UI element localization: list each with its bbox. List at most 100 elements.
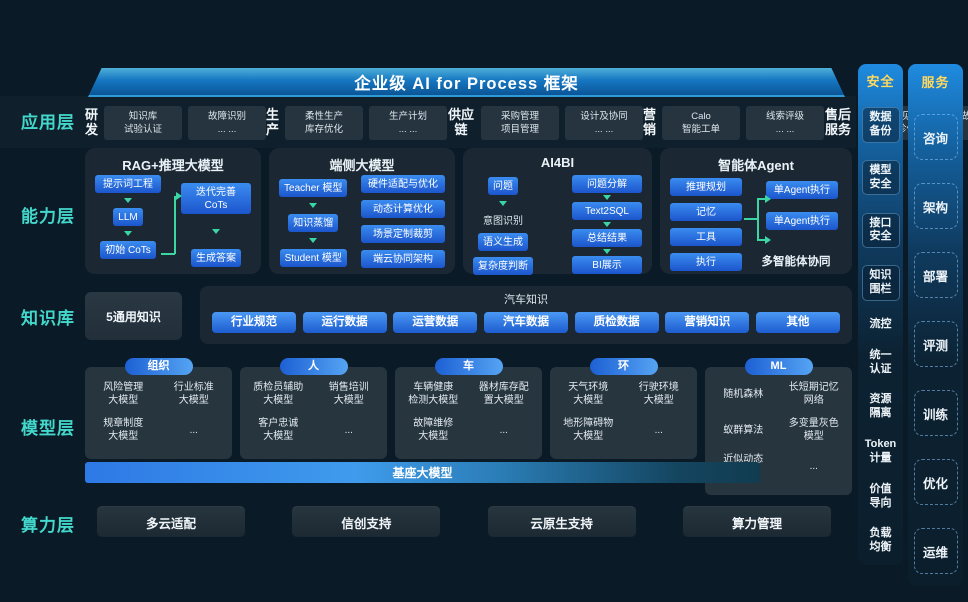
- model-item-line: 大模型: [263, 395, 294, 406]
- app-scenario-card: 生产计划 ... ...: [369, 105, 448, 141]
- list-item-button[interactable]: 单Agent执行: [766, 212, 838, 230]
- security-item: Token计量: [864, 438, 897, 464]
- model-item-line: ...: [654, 424, 663, 436]
- app-card-line: 项目管理: [501, 124, 540, 135]
- flow-step-button[interactable]: 复杂度判断: [473, 257, 534, 275]
- model-item-line: ...: [809, 460, 818, 472]
- model-group: 车车辆健康 检测大模型 器材库存配 置大模型 故障维修 大模型...: [395, 358, 542, 495]
- app-card-line: ... ...: [217, 124, 237, 135]
- flow-step-button[interactable]: 提示词工程: [95, 175, 161, 193]
- arrow-right-icon: [765, 195, 772, 203]
- model-item-line: 大模型: [263, 431, 294, 442]
- flow-step-button[interactable]: 生成答案: [191, 249, 242, 267]
- flow-step-button[interactable]: 总结结果: [572, 229, 643, 247]
- arrow-down-icon: [124, 198, 132, 203]
- model-item: 多变量灰色 模型: [779, 417, 850, 443]
- knowledge-button[interactable]: 质检数据: [574, 312, 659, 333]
- base-model-bar: 基座大模型: [85, 462, 760, 483]
- capability-column: 硬件适配与优化 动态计算优化 场景定制裁剪 端云协同架构: [361, 175, 446, 268]
- flow-step-button[interactable]: BI展示: [572, 256, 643, 274]
- general-knowledge-box: 5通用知识: [85, 292, 182, 340]
- model-group-box: 天气环境 大模型 行驶环境 大模型 地形障碍物 大模型...: [550, 367, 697, 459]
- list-item-button[interactable]: 执行: [670, 253, 743, 271]
- capability-column: 问题 意图识别 语义生成 复杂度判断: [473, 175, 534, 275]
- flow-step-button[interactable]: 初始 CoTs: [100, 241, 156, 259]
- model-item-line: 大模型: [178, 395, 209, 406]
- arrow-down-icon: [212, 229, 221, 234]
- service-item: 训练: [913, 390, 958, 436]
- model-item-line: ...: [344, 424, 353, 436]
- model-grid: 质检员辅助 大模型 销售培训 大模型 客户忠诚 大模型...: [240, 367, 387, 449]
- model-item-line: 随机森林: [723, 388, 764, 400]
- model-item-line: 行驶环境: [638, 382, 679, 393]
- model-group-pill: ML: [744, 358, 813, 375]
- list-item-button[interactable]: 端云协同架构: [361, 250, 446, 268]
- app-card-line: 线索评级: [766, 110, 805, 122]
- capability-box-title: AI4BI: [540, 155, 575, 170]
- app-card-line: 生产计划: [389, 110, 428, 122]
- knowledge-button[interactable]: 汽车数据: [483, 312, 568, 333]
- model-item: 随机森林: [708, 388, 779, 401]
- list-item-button[interactable]: 工具: [670, 228, 743, 246]
- app-group-label: 生产: [266, 107, 280, 137]
- app-group-label: 研发: [85, 107, 99, 137]
- flow-step-button[interactable]: Student 模型: [279, 249, 347, 267]
- knowledge-button[interactable]: 其他: [755, 312, 840, 333]
- flow-step-button[interactable]: 迭代完善CoTs: [181, 183, 252, 214]
- model-group-box: 风险管理 大模型 行业标准 大模型 规章制度 大模型...: [85, 367, 232, 459]
- model-layer-row: 组织 风险管理 大模型 行业标准 大模型 规章制度 大模型... 人质检员辅助 大模型 销售培训大…: [85, 358, 852, 495]
- list-item-button[interactable]: 推理规划: [670, 178, 743, 196]
- model-item-line: 大模型: [108, 395, 139, 406]
- model-item: 地形障碍物 大模型: [553, 417, 624, 443]
- model-item-line: 天气环境: [568, 382, 609, 393]
- arrow-down-icon: [603, 249, 612, 254]
- knowledge-button[interactable]: 营销知识: [665, 312, 750, 333]
- app-scenario-card: 故障识别 ... ...: [188, 105, 267, 141]
- model-item: 行业标准 大模型: [159, 381, 230, 407]
- list-item-button[interactable]: 场景定制裁剪: [361, 225, 446, 243]
- model-item-line: 检测大模型: [408, 395, 459, 406]
- model-item: 客户忠诚 大模型: [243, 417, 314, 443]
- service-item: 运维: [913, 528, 958, 574]
- knowledge-button[interactable]: 运营数据: [393, 312, 478, 333]
- capability-box-title: 智能体Agent: [718, 158, 794, 173]
- flow-step-button[interactable]: 语义生成: [478, 233, 529, 251]
- flow-step-button[interactable]: Teacher 模型: [279, 179, 348, 197]
- security-item: 统一认证: [869, 348, 892, 375]
- knowledge-button[interactable]: 运行数据: [302, 312, 387, 333]
- model-item-line: 行业标准: [173, 382, 214, 393]
- list-item-button[interactable]: 记忆: [670, 203, 743, 221]
- model-group-box: 质检员辅助 大模型 销售培训 大模型 客户忠诚 大模型...: [240, 367, 387, 459]
- multi-agent-label: 多智能体协同: [761, 256, 831, 268]
- model-item-line: 地形障碍物: [563, 418, 614, 429]
- flow-step-button[interactable]: 问题: [488, 177, 519, 195]
- connector-line: [744, 218, 759, 220]
- model-item-line: 大模型: [418, 431, 449, 442]
- flow-step-button[interactable]: Text2SQL: [572, 202, 643, 220]
- app-card-line: 设计及协同: [580, 110, 628, 122]
- capability-column: 单Agent执行 单Agent执行: [766, 175, 838, 268]
- model-item: ...: [314, 424, 385, 437]
- list-item-button[interactable]: 动态计算优化: [361, 200, 446, 218]
- list-item-button[interactable]: 硬件适配与优化: [361, 175, 446, 193]
- model-grid: 风险管理 大模型 行业标准 大模型 规章制度 大模型...: [85, 367, 232, 449]
- knowledge-button[interactable]: 行业规范: [212, 312, 296, 333]
- model-group: ML随机森林长短期记忆网络蚁群算法多变量灰色模型近似动态规划...: [705, 358, 852, 495]
- layer-label-application: 应用层: [21, 113, 75, 132]
- model-item-line: 车辆健康: [413, 382, 454, 393]
- app-group: 生产 柔性生产 库存优化 生产计划... ...: [266, 105, 448, 141]
- capability-box-title: 端侧大模型: [329, 158, 395, 173]
- capability-column: 推理规划记忆工具执行: [670, 175, 743, 271]
- banner: 企业级 AI for Process 框架: [88, 68, 845, 97]
- capability-box: AI4BI 问题 意图识别 语义生成 复杂度判断 问题分解 Text2SQL 总结结果 BI展示: [463, 148, 653, 275]
- flow-step-button[interactable]: 问题分解: [572, 175, 643, 193]
- flow-step-button[interactable]: LLM: [113, 208, 143, 226]
- flow-step-button[interactable]: 知识蒸馏: [288, 214, 339, 232]
- app-scenario-card: 柔性生产 库存优化: [285, 105, 364, 141]
- list-item-button[interactable]: 单Agent执行: [766, 181, 838, 199]
- model-item: 长短期记忆 网络: [779, 381, 850, 407]
- car-knowledge-panel: 汽车知识 行业规范 运行数据 运营数据 汽车数据 质检数据 营销知识 其他: [200, 286, 852, 344]
- app-card-line: 柔性生产: [305, 110, 344, 122]
- model-group-box: 车辆健康 检测大模型 器材库存配 置大模型 故障维修 大模型...: [395, 367, 542, 459]
- model-grid: 天气环境 大模型 行驶环境 大模型 地形障碍物 大模型...: [550, 367, 697, 449]
